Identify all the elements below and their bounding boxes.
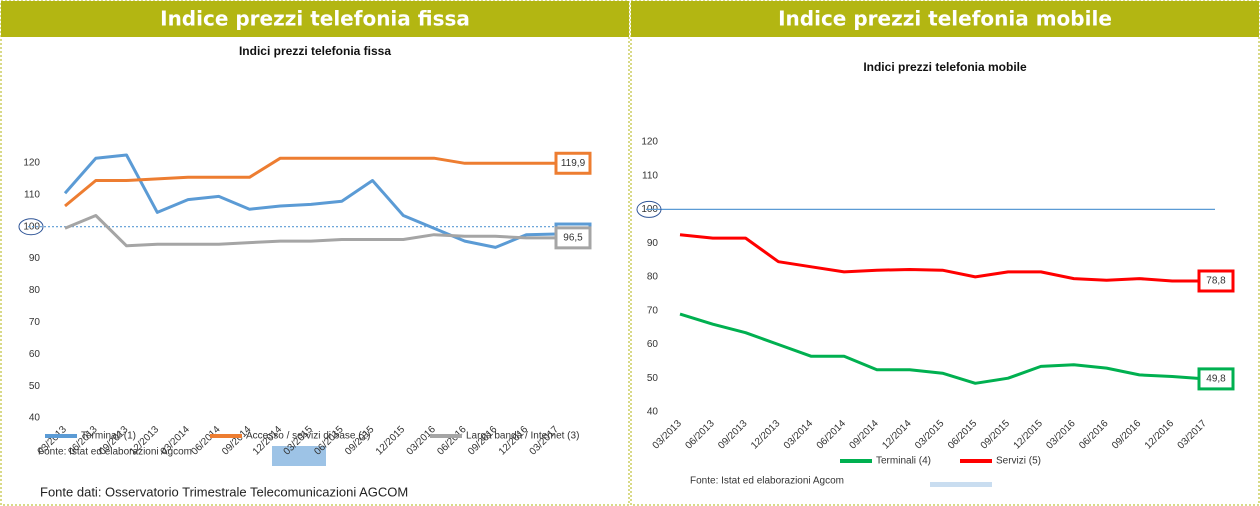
series-line xyxy=(679,312,1206,385)
y-tick-label: 40 xyxy=(647,407,659,418)
reference-marker xyxy=(636,200,662,218)
series-line xyxy=(64,156,557,208)
panel-header-bg xyxy=(631,1,1259,37)
panel-header: Indice prezzi telefonia fissa xyxy=(160,7,470,31)
y-tick-label: 110 xyxy=(24,189,40,200)
chart-source: Fonte: Istat ed elaborazioni Agcom xyxy=(690,476,844,487)
y-tick-label: 110 xyxy=(642,170,658,181)
y-tick-label: 90 xyxy=(29,253,41,264)
y-tick-label: 90 xyxy=(647,238,659,249)
value-label: 96,5 xyxy=(563,233,583,244)
y-tick-label: 50 xyxy=(29,381,41,392)
chart-source: Fonte: Istat ed elaborazioni Agcom xyxy=(38,447,192,458)
chart-title: Indici prezzi telefonia fissa xyxy=(239,44,391,58)
value-label: 119,9 xyxy=(561,158,586,169)
legend-label: Accesso / servizi di base (2) xyxy=(246,431,371,442)
y-tick-label: 80 xyxy=(29,285,41,296)
footer-source: Fonte dati: Osservatorio Trimestrale Tel… xyxy=(40,484,408,499)
legend-label: Terminali (4) xyxy=(876,456,931,467)
panel-header-bg xyxy=(1,1,629,37)
value-label: 49,8 xyxy=(1206,374,1226,385)
y-tick-label: 80 xyxy=(647,272,659,283)
value-label-box xyxy=(1197,269,1235,293)
panel-header: Indice prezzi telefonia mobile xyxy=(778,7,1112,31)
chart-title: Indici prezzi telefonia mobile xyxy=(863,60,1027,74)
y-tick-label: 60 xyxy=(647,339,659,350)
y-tick-label: 70 xyxy=(647,305,659,316)
y-tick-label: 100 xyxy=(23,221,40,232)
value-label-box xyxy=(554,226,592,250)
decoration xyxy=(930,482,992,487)
value-label-box xyxy=(1197,367,1235,391)
series-line xyxy=(679,233,1205,283)
panel xyxy=(0,0,630,506)
y-tick-label: 40 xyxy=(29,413,41,424)
y-tick-label: 120 xyxy=(23,158,40,169)
reference-marker xyxy=(18,218,44,236)
y-tick-label: 70 xyxy=(29,317,41,328)
panel xyxy=(630,0,1260,506)
decoration xyxy=(272,446,326,466)
y-tick-label: 50 xyxy=(647,373,659,384)
legend-label: Larga banda / Internet (3) xyxy=(466,431,579,442)
value-label: 78,8 xyxy=(1206,276,1226,287)
value-label-box xyxy=(554,151,592,175)
y-tick-label: 60 xyxy=(29,349,41,360)
y-tick-label: 120 xyxy=(641,137,658,148)
series-line xyxy=(64,214,557,248)
legend-label: Terminali (1) xyxy=(81,431,136,442)
legend-label: Servizi (5) xyxy=(996,456,1041,467)
series-line xyxy=(63,153,558,249)
